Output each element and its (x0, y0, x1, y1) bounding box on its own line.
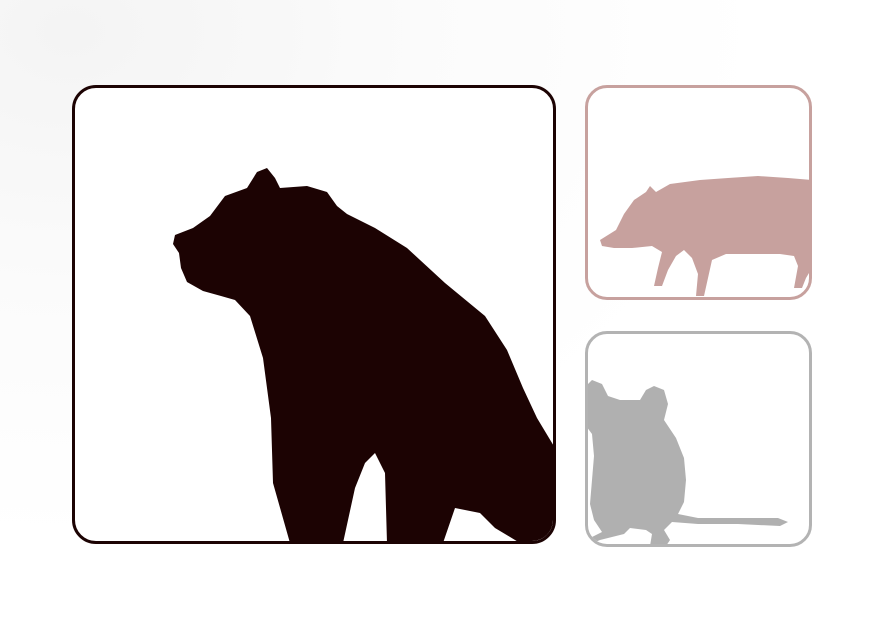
mouse-panel (585, 331, 812, 547)
boar-panel (585, 85, 812, 300)
bear-panel (72, 85, 556, 544)
bear-icon (173, 168, 553, 541)
mouse-icon (588, 380, 788, 544)
boar-icon (600, 176, 809, 296)
